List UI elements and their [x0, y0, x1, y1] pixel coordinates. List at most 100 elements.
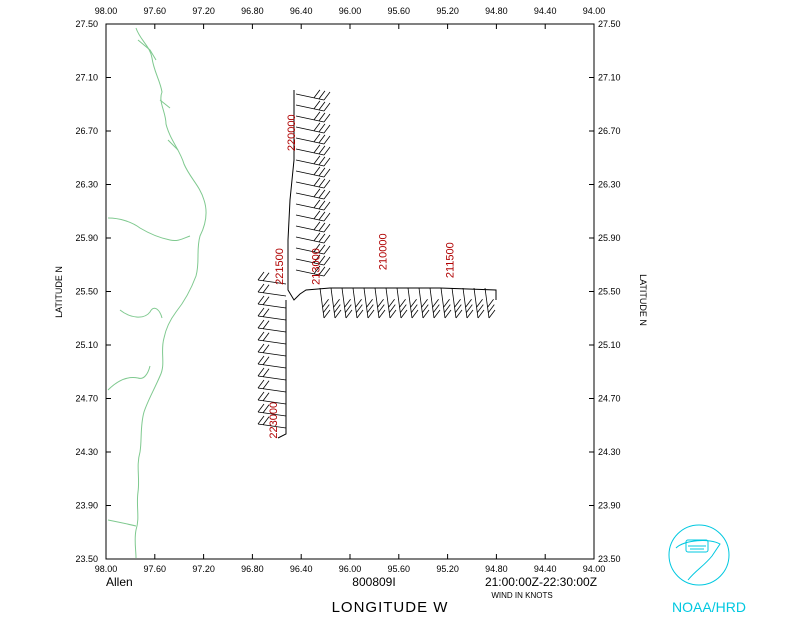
barb-feather [323, 267, 331, 277]
y-axis-label-left: LATITUDE N [54, 266, 64, 318]
barb-staff [295, 170, 325, 178]
barb-feather [487, 304, 495, 313]
logo-text: NOAA/HRD [672, 599, 746, 615]
barb-feather [257, 355, 265, 365]
barb-feather [322, 304, 330, 313]
barb-feather [318, 233, 326, 243]
barb-feather [257, 379, 265, 389]
barb-feather [257, 343, 265, 353]
barb-staff [257, 423, 287, 429]
barb-feather [313, 166, 321, 176]
barb-feather [318, 211, 326, 221]
coastline [107, 27, 207, 559]
barb-feather [323, 309, 331, 319]
barb-feather [313, 177, 321, 187]
barb-staff [257, 351, 287, 357]
barb-feather [399, 298, 406, 308]
plot-frame [105, 23, 595, 560]
barb-feather [313, 100, 321, 110]
y-tick-left: 26.70 [75, 126, 98, 136]
barb-staff [295, 104, 325, 112]
barb-feather [313, 155, 321, 165]
barb-staff [429, 287, 435, 319]
barb-feather [444, 309, 452, 319]
barb-feather [262, 416, 270, 425]
barb-feather [262, 368, 270, 377]
x-tick-top: 97.60 [144, 6, 167, 16]
y-tick-right: 25.10 [598, 340, 621, 350]
barb-feather [388, 298, 395, 308]
barb-feather [323, 201, 331, 211]
barb-feather [262, 404, 270, 413]
barb-feather [422, 309, 430, 319]
storm-name: Allen [106, 575, 133, 589]
barb-staff [257, 411, 287, 417]
barb-feather [318, 178, 326, 188]
barb-feather [421, 304, 429, 313]
barb-staff [257, 387, 287, 393]
barb-feather [318, 90, 326, 100]
x-tick-top: 94.40 [534, 6, 557, 16]
x-tick-top: 96.80 [241, 6, 264, 16]
barb-feather [323, 91, 331, 101]
barb-feather [262, 272, 270, 281]
barb-staff [385, 287, 391, 319]
y-tick-right: 25.90 [598, 233, 621, 243]
barb-feather [334, 309, 342, 319]
barb-feather [399, 304, 407, 313]
barb-feather [476, 304, 484, 313]
x-tick-bottom: 96.00 [339, 564, 362, 574]
barb-feather [443, 304, 451, 313]
barb-feather [318, 145, 326, 155]
y-tick-right: 25.50 [598, 287, 621, 297]
barb-feather [313, 199, 321, 209]
x-tick-top: 98.00 [95, 6, 118, 16]
x-tick-bottom: 98.00 [95, 564, 118, 574]
y-tick-left: 27.10 [75, 73, 98, 83]
barb-feather [477, 309, 485, 319]
barb-feather [323, 212, 331, 222]
time-label: 211500 [445, 242, 457, 278]
barb-feather [322, 298, 329, 308]
y-tick-right: 23.50 [598, 554, 621, 564]
noaa-logo-icon [668, 524, 730, 586]
barb-feather [262, 344, 270, 353]
barb-feather [323, 179, 331, 189]
barb-feather [318, 156, 326, 166]
y-tick-right: 24.30 [598, 447, 621, 457]
barb-feather [318, 101, 326, 111]
barb-feather [318, 222, 326, 232]
barb-feather [454, 298, 461, 308]
barb-feather [257, 403, 265, 413]
y-axis-label-right: LATITUDE N [638, 274, 648, 326]
barb-staff [295, 93, 325, 101]
barb-feather [432, 298, 439, 308]
barb-feather [377, 298, 384, 308]
barb-feather [313, 221, 321, 231]
barb-staff [330, 287, 336, 319]
barb-staff [295, 203, 325, 211]
barb-feather [323, 168, 331, 178]
barb-feather [257, 283, 265, 293]
barb-feather [313, 243, 321, 253]
barb-feather [465, 304, 473, 313]
x-tick-bottom: 95.60 [388, 564, 411, 574]
barb-feather [367, 309, 375, 319]
time-label: 213000 [311, 248, 323, 285]
flight-track [277, 90, 497, 439]
barb-staff [295, 225, 325, 233]
barb-staff [257, 375, 287, 381]
x-tick-bottom: 96.40 [290, 564, 313, 574]
x-tick-top: 95.60 [388, 6, 411, 16]
barb-staff [473, 287, 479, 319]
barb-feather [313, 144, 321, 154]
barb-feather [318, 189, 326, 199]
barb-feather [257, 415, 265, 425]
barb-feather [323, 157, 331, 167]
barb-feather [400, 309, 408, 319]
barb-staff [295, 181, 325, 189]
x-tick-top: 94.80 [485, 6, 508, 16]
barb-feather [318, 167, 326, 177]
barb-feather [262, 392, 270, 401]
barb-staff [257, 363, 287, 369]
